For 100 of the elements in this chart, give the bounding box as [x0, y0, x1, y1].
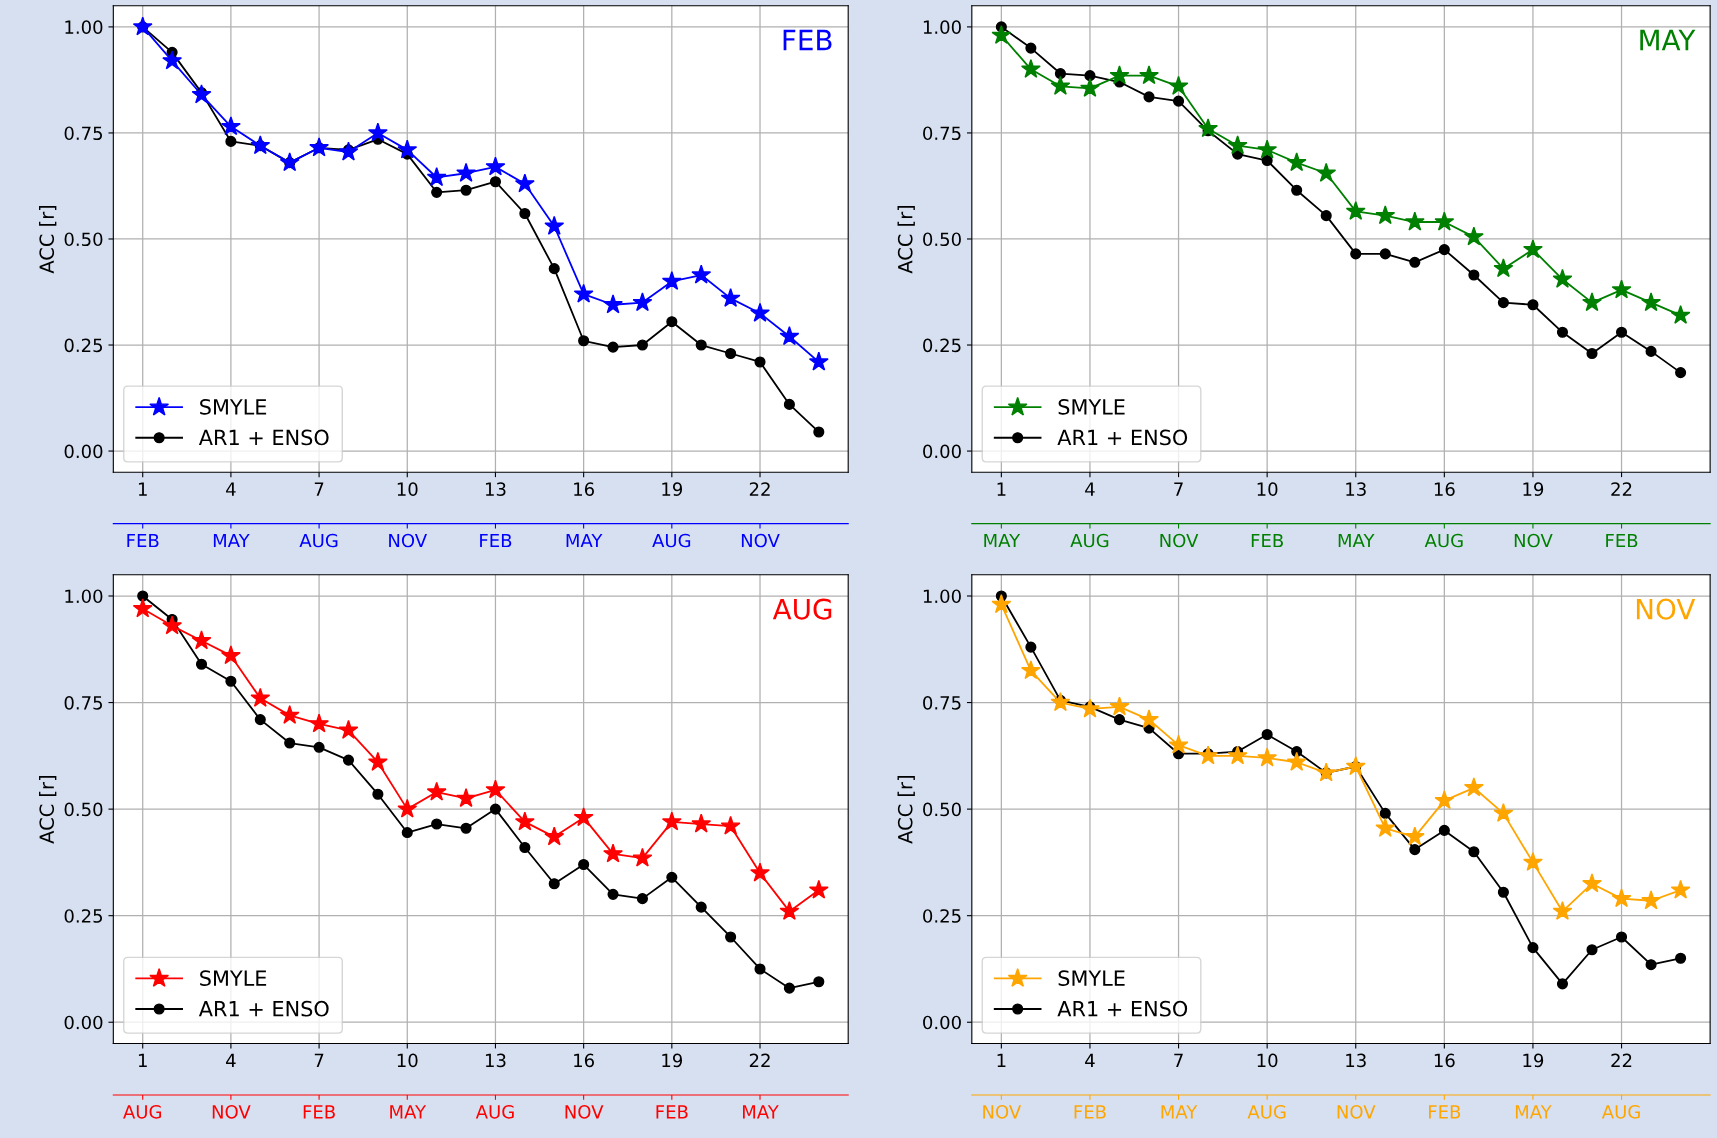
y-tick-label: 0.00 [923, 444, 961, 459]
legend-label: SMYLE [200, 398, 267, 415]
x-tick-label: 22 [1611, 1053, 1632, 1067]
annotation: FEB [1429, 1105, 1461, 1119]
y-axis-title: ACC [r] [897, 776, 915, 844]
legend-label: AR1 + ENSO [1057, 1000, 1188, 1017]
annotation: NOV [1337, 1104, 1376, 1119]
x-tick-label: 13 [485, 1053, 506, 1068]
y-tick-label: 1.00 [65, 589, 103, 604]
legend-label: AR1 + ENSO [198, 429, 329, 446]
y-tick-label: 0.50 [64, 802, 103, 817]
annotation: NOV [389, 533, 427, 548]
x-tick-label: 19 [662, 1053, 683, 1068]
annotation: NOV [1514, 533, 1553, 548]
x-tick-label: 7 [1174, 482, 1183, 496]
legend-label: AR1 + ENSO [1057, 429, 1188, 446]
x-tick-label: 16 [574, 482, 594, 496]
legend-label: SMYLE [200, 970, 267, 987]
y-tick-label: 0.50 [923, 232, 961, 247]
annotation: MAY [984, 533, 1021, 548]
x-tick-label: 13 [1346, 482, 1366, 496]
x-tick-label: 4 [226, 482, 236, 496]
x-tick-label: 22 [749, 1053, 770, 1067]
x-tick-label: 7 [314, 1053, 324, 1067]
annotation: AUG [1601, 1104, 1640, 1119]
x-tick-label: 7 [1174, 1053, 1183, 1067]
x-tick-label: 19 [1523, 482, 1544, 496]
y-axis-title: ACC [r] [39, 205, 57, 274]
y-tick-label: 0.00 [64, 1015, 103, 1030]
legend-label: SMYLE [1058, 398, 1125, 415]
annotation: FEB [1251, 533, 1283, 548]
annotation: NOV [1160, 533, 1199, 548]
x-tick-label: 10 [397, 482, 418, 496]
x-tick-label: 16 [1434, 1053, 1455, 1068]
annotation: MAY [566, 533, 603, 548]
annotation: AUG [475, 1104, 514, 1119]
x-tick-label: 10 [397, 1053, 418, 1068]
y-axis-title: ACC [r] [897, 205, 915, 274]
y-tick-label: 1.00 [923, 589, 961, 604]
annotation: AUG [652, 533, 691, 548]
text: NOV [1636, 598, 1696, 620]
y-tick-label: 0.75 [64, 126, 103, 141]
x-tick-label: 4 [226, 1053, 236, 1067]
annotation: NOV [565, 1104, 604, 1119]
x-tick-label: 13 [1346, 1053, 1366, 1068]
y-tick-label: 0.25 [64, 338, 103, 353]
y-axis-title: ACC [r] [39, 776, 57, 844]
x-tick-label: 1 [138, 1053, 147, 1067]
annotation: AUG [299, 533, 338, 548]
annotation: NOV [983, 1104, 1022, 1119]
text: AUG [772, 598, 832, 620]
annotation: MAY [1515, 1105, 1552, 1119]
y-tick-label: 1.00 [65, 20, 103, 35]
x-tick-label: 16 [574, 1053, 594, 1068]
y-tick-label: 0.75 [923, 696, 961, 710]
x-tick-label: 1 [138, 482, 147, 496]
legend-label: SMYLE [1058, 970, 1125, 987]
annotation: FEB [1606, 533, 1638, 548]
annotation: AUG [1247, 1104, 1286, 1119]
x-tick-label: 10 [1257, 482, 1278, 496]
annotation: FEB [1074, 1105, 1106, 1119]
y-tick-label: 0.00 [923, 1015, 961, 1030]
x-tick-label: 22 [749, 482, 770, 496]
y-tick-label: 0.25 [923, 338, 961, 353]
y-tick-label: 0.75 [64, 696, 103, 710]
x-tick-label: 1 [997, 482, 1006, 496]
legend-label: AR1 + ENSO [198, 1000, 329, 1017]
y-tick-label: 0.50 [64, 232, 103, 247]
annotation: FEB [127, 533, 159, 548]
text: MAY [1640, 29, 1696, 51]
x-tick-label: 22 [1611, 482, 1632, 496]
x-tick-label: 4 [1085, 482, 1095, 496]
x-tick-label: 19 [662, 482, 683, 496]
annotation: AUG [1424, 533, 1463, 548]
annotation: MAY [1161, 1105, 1198, 1119]
y-tick-label: 0.75 [923, 126, 961, 141]
x-tick-label: 19 [1523, 1053, 1544, 1068]
annotation: AUG [123, 1104, 162, 1119]
text: FEB [783, 29, 832, 51]
y-tick-label: 0.00 [64, 444, 103, 459]
x-tick-label: 1 [997, 1053, 1006, 1067]
annotation: FEB [480, 533, 512, 548]
annotation: NOV [212, 1104, 251, 1119]
y-tick-label: 0.25 [923, 909, 961, 923]
y-tick-label: 0.50 [923, 802, 961, 817]
annotation: MAY [213, 533, 250, 548]
y-tick-label: 1.00 [923, 20, 961, 35]
x-tick-label: 4 [1085, 1053, 1095, 1067]
annotation: NOV [741, 533, 780, 548]
x-tick-label: 10 [1257, 1053, 1278, 1068]
x-tick-label: 16 [1434, 482, 1455, 496]
y-tick-label: 0.25 [64, 909, 103, 923]
annotation: FEB [303, 1105, 335, 1119]
annotation: MAY [1338, 533, 1375, 548]
annotation: AUG [1070, 533, 1109, 548]
x-tick-label: 7 [314, 482, 324, 496]
annotation: FEB [656, 1105, 688, 1119]
annotation: MAY [390, 1105, 427, 1119]
annotation: MAY [743, 1105, 779, 1119]
x-tick-label: 13 [485, 482, 506, 496]
